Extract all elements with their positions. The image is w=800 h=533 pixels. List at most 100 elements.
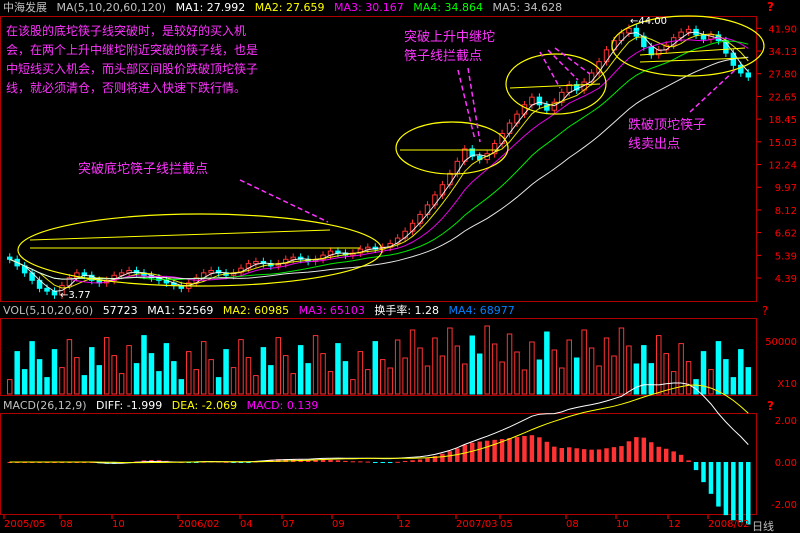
volume-bar [618,327,625,395]
annotation-arrow [539,51,561,89]
volume-bar [476,353,483,395]
volume-bar [96,365,102,395]
volume-bar [260,347,267,395]
candle-body [544,104,550,111]
period-label[interactable]: 日线 [752,520,774,533]
macd-header: MACD(26,12,9) DIFF: -1.999 DEA: -2.069 M… [3,399,324,413]
volume-bar [611,355,617,395]
volume-bar [536,359,543,395]
price-header: 中海发展 MA(5,10,20,60,120) MA1: 27.992 MA2:… [3,1,568,15]
macd-bar [373,462,378,463]
macd-bar [604,448,609,462]
annotation-arrow [547,49,579,81]
y-tick-label: 34.13 [768,47,797,58]
volume-bar [350,379,356,395]
volume-unit-label: X10 [777,379,797,390]
volume-bar [365,369,371,395]
macd-tick-label: -2.00 [771,500,797,511]
candle-body [700,34,707,40]
macd-value: MACD: 0.139 [246,399,319,412]
chopstick-line [509,83,601,89]
macd-help-icon[interactable]: ? [767,399,774,413]
volume-bar [21,369,28,395]
strategy-note-line: 中短线买入机会，而头部区间股价跌破顶坨筷子 [6,62,259,76]
volume-bar [581,329,587,395]
volume-bar [573,357,580,395]
volume-bar [708,369,714,395]
volume-bar [290,373,296,395]
candle-body [738,64,744,74]
volume-bar [59,367,65,395]
candle-body [283,258,289,265]
price-pane[interactable] [0,16,757,302]
macd-bar [440,453,445,462]
ma2-line [9,33,749,289]
macd-bar [499,439,505,462]
y-tick-label: 4.39 [775,274,797,285]
volume-bar [66,339,73,395]
macd-bar [380,462,385,463]
turnover-rate: 换手率: 1.28 [374,304,440,317]
macd-bar [552,446,557,462]
candle-body [454,160,461,174]
volume-bar [588,347,595,395]
macd-bar [663,448,669,462]
macd-bar [223,461,229,463]
volume-bar [89,347,95,395]
macd-bar [522,436,527,462]
x-tick-label: 2008/02 [708,519,750,530]
volume-bar [148,353,155,395]
volume-bar [529,341,535,395]
volume-tick-label: 50000 [765,337,797,348]
macd-bar [708,462,714,494]
zone-ellipse [611,15,765,77]
candle-body [536,96,543,106]
mid-breakout-note: 突破上升中继坨 筷子线拦截点 [404,28,495,66]
strategy-note-line: 在该股的底坨筷子线突破时，是较好的买入机 [6,24,247,38]
volume-bar [200,341,207,395]
macd-bar [484,440,490,462]
x-tick-label: 2006/02 [178,519,220,530]
macd-bar [492,439,497,462]
vol-help-icon[interactable]: ? [762,304,769,318]
macd-pane[interactable] [0,413,757,515]
x-tick-label: 12 [668,519,681,530]
volume-bar [245,357,252,395]
volume-bar [484,325,490,395]
candle-body [118,272,125,276]
volume-bar [447,327,453,395]
candle-body [290,256,296,260]
candle-body [74,272,80,279]
volume-bar [454,345,461,395]
x-tick-label: 05 [500,519,513,530]
candle-body [685,28,692,33]
macd-bar [544,441,550,462]
macd-bar [649,442,654,462]
volume-bar [6,379,13,395]
volume-bar [678,343,684,395]
candle-body [424,204,431,215]
zone-ellipse [395,121,509,175]
macd-bar [746,462,751,525]
macd-bar [343,460,348,462]
ma4-value: MA4: 34.864 [413,1,483,14]
annotation-arrow [239,179,329,223]
dea-value: DEA: -2.069 [171,399,238,412]
candle-body [469,148,475,157]
vol-ma4: MA4: 68977 [448,304,515,317]
candle-body [529,96,535,106]
macd-bar [417,459,423,462]
volume-bar [685,361,692,395]
macd-bar [716,462,721,507]
help-icon[interactable]: ? [767,0,774,14]
macd-tick-label: 0.00 [775,458,797,469]
volume-pane[interactable] [0,318,757,396]
volume-bar [171,361,177,395]
macd-bar [678,454,684,462]
annotation-arrow [467,67,481,143]
volume-bar [648,363,655,395]
volume-bar [379,359,386,395]
volume-bar [163,343,170,395]
